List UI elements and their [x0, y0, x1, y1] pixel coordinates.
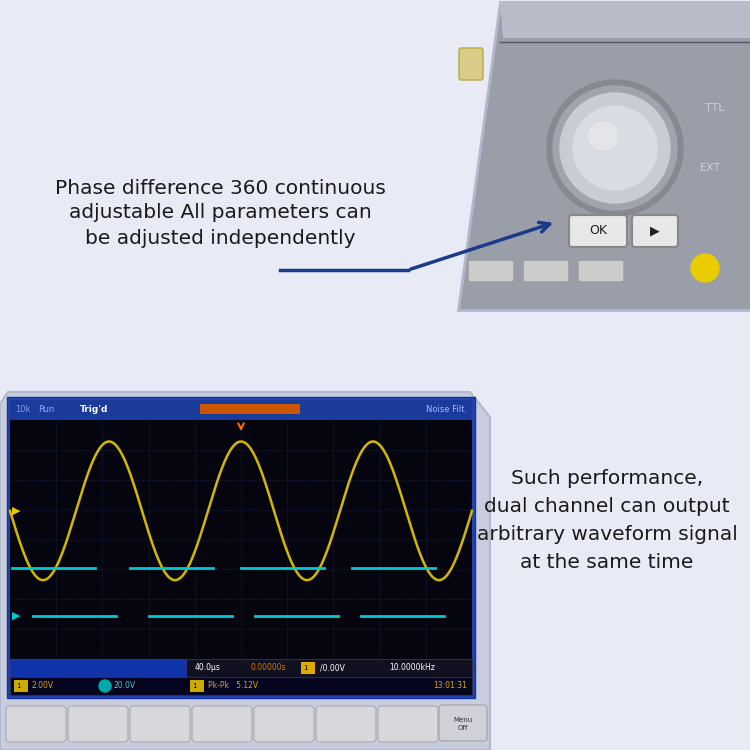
- Circle shape: [547, 80, 683, 216]
- Text: 40.0μs: 40.0μs: [195, 664, 220, 673]
- FancyBboxPatch shape: [6, 706, 66, 742]
- FancyBboxPatch shape: [68, 706, 128, 742]
- FancyBboxPatch shape: [632, 215, 678, 247]
- Text: Such performance,: Such performance,: [511, 469, 704, 488]
- Text: TTL: TTL: [705, 103, 724, 113]
- Text: Menu
Off: Menu Off: [453, 718, 472, 730]
- Text: 1: 1: [303, 665, 307, 671]
- Text: dual channel can output: dual channel can output: [484, 496, 730, 515]
- Text: EXT: EXT: [700, 163, 721, 173]
- Text: /0.00V: /0.00V: [320, 664, 344, 673]
- Text: 1: 1: [192, 683, 196, 689]
- Text: ▶: ▶: [12, 506, 20, 516]
- Text: OK: OK: [589, 224, 607, 238]
- FancyBboxPatch shape: [378, 706, 438, 742]
- Bar: [10, 659, 185, 677]
- Polygon shape: [458, 2, 750, 310]
- FancyBboxPatch shape: [459, 48, 483, 80]
- FancyBboxPatch shape: [439, 705, 487, 741]
- Circle shape: [589, 122, 617, 150]
- Bar: [10, 420, 472, 659]
- Text: Run: Run: [38, 406, 54, 415]
- Text: Pk-Pk   5.12V: Pk-Pk 5.12V: [208, 682, 258, 691]
- Text: arbitrary waveform signal: arbitrary waveform signal: [477, 524, 737, 544]
- Circle shape: [553, 86, 677, 210]
- FancyBboxPatch shape: [569, 215, 627, 247]
- Text: ▶: ▶: [650, 224, 660, 238]
- Bar: [10, 400, 472, 420]
- Bar: [200, 404, 300, 414]
- Text: 2.00V: 2.00V: [32, 682, 54, 691]
- Text: be adjusted independently: be adjusted independently: [85, 229, 356, 248]
- Text: ▶: ▶: [12, 611, 20, 621]
- Text: 13:01:31: 13:01:31: [433, 682, 467, 691]
- FancyBboxPatch shape: [468, 260, 514, 282]
- Text: Noise Filt.: Noise Filt.: [426, 406, 467, 415]
- Circle shape: [691, 254, 719, 282]
- Circle shape: [573, 106, 657, 190]
- Bar: [185, 659, 472, 677]
- Text: 20.0V: 20.0V: [113, 682, 135, 691]
- Text: at the same time: at the same time: [520, 553, 694, 572]
- FancyBboxPatch shape: [254, 706, 314, 742]
- Text: 10.0000kHz: 10.0000kHz: [388, 664, 435, 673]
- Polygon shape: [0, 392, 490, 750]
- Bar: [301, 662, 315, 674]
- Text: 0.00000s: 0.00000s: [251, 664, 286, 673]
- Text: Phase difference 360 continuous: Phase difference 360 continuous: [55, 178, 386, 197]
- Circle shape: [99, 680, 111, 692]
- Text: adjustable All parameters can: adjustable All parameters can: [69, 203, 371, 223]
- Text: Trig'd: Trig'd: [80, 406, 108, 415]
- Bar: [14, 680, 28, 692]
- FancyBboxPatch shape: [523, 260, 569, 282]
- Text: 10k: 10k: [15, 406, 30, 415]
- Bar: [7, 397, 475, 698]
- FancyBboxPatch shape: [130, 706, 190, 742]
- FancyBboxPatch shape: [578, 260, 624, 282]
- Bar: [10, 677, 472, 695]
- Polygon shape: [500, 2, 750, 38]
- FancyBboxPatch shape: [316, 706, 376, 742]
- Bar: [190, 680, 204, 692]
- Circle shape: [560, 93, 670, 203]
- FancyBboxPatch shape: [192, 706, 252, 742]
- Text: 1: 1: [16, 683, 20, 689]
